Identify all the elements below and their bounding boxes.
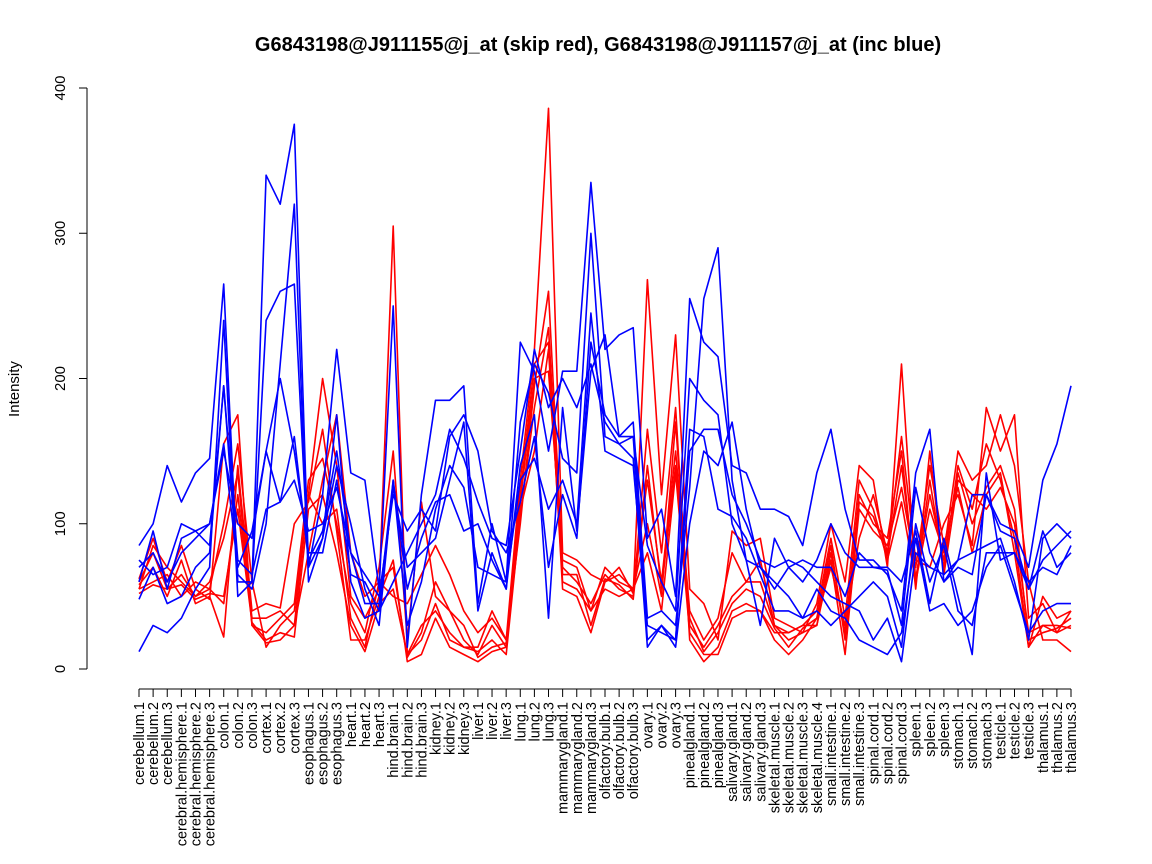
x-tick-label: lung.2 <box>527 702 543 742</box>
x-tick-label: heart.1 <box>344 702 360 747</box>
x-tick-label: spleen.2 <box>923 702 939 757</box>
x-tick-label: small.intestine.1 <box>824 702 840 806</box>
y-axis: 0 100 200 300 400 <box>52 75 88 673</box>
x-tick-label: heart.2 <box>358 702 374 747</box>
x-tick-label: hind.brain.1 <box>386 702 402 778</box>
series-layer <box>138 107 1072 663</box>
x-tick-label: olfactory.bulb.3 <box>626 702 642 799</box>
y-tick-label: 100 <box>52 511 69 536</box>
x-tick-label: thalamus.3 <box>1064 702 1080 773</box>
series-line-skip <box>138 225 1072 663</box>
y-axis-label: Intensity <box>6 361 23 417</box>
x-tick-label: stomach.2 <box>965 702 981 769</box>
y-tick-label: 200 <box>52 366 69 391</box>
x-tick-label: salivary.gland.2 <box>739 702 755 802</box>
x-tick-label: thalamus.1 <box>1036 702 1052 773</box>
x-tick-label: spleen.1 <box>909 702 925 757</box>
x-tick-label: small.intestine.2 <box>838 702 854 806</box>
x-tick-label: ovary.2 <box>654 702 670 748</box>
x-tick-label: salivary.gland.3 <box>753 702 769 802</box>
x-tick-label: cortex.3 <box>287 702 303 754</box>
x-tick-label: lung.3 <box>542 702 558 742</box>
x-tick-label: skeletal.muscle.1 <box>767 702 783 813</box>
x-tick-label: mammarygland.1 <box>556 702 572 814</box>
x-tick-label: skeletal.muscle.2 <box>782 702 798 813</box>
x-tick-label: cortex.1 <box>259 702 275 754</box>
x-tick-label: spinal.cord.2 <box>880 702 896 784</box>
y-tick-label: 300 <box>52 221 69 246</box>
x-tick-label: cortex.2 <box>273 702 289 754</box>
x-tick-label: salivary.gland.1 <box>725 702 741 802</box>
x-tick-label: colon.2 <box>231 702 247 749</box>
x-tick-label: skeletal.muscle.4 <box>810 702 826 813</box>
x-tick-label: testicle.3 <box>1022 702 1038 759</box>
x-tick-label: thalamus.2 <box>1050 702 1066 773</box>
x-tick-label: cerebellum.2 <box>146 702 162 785</box>
x-tick-label: spinal.cord.1 <box>866 702 882 784</box>
series-line-inc <box>138 203 1072 627</box>
x-tick-label: olfactory.bulb.2 <box>612 702 628 799</box>
x-tick-label: colon.1 <box>217 702 233 749</box>
x-tick-label: cerebellum.1 <box>132 702 148 785</box>
x-tick-label: liver.1 <box>471 702 487 740</box>
series-line-inc <box>138 247 1072 656</box>
x-tick-label: cerebral.hemisphere.3 <box>203 702 219 846</box>
x-tick-label: kidney.2 <box>443 702 459 755</box>
x-tick-label: hind.brain.3 <box>414 702 430 778</box>
series-line-inc <box>138 283 1071 656</box>
x-tick-label: mammarygland.2 <box>570 702 586 814</box>
x-tick-label: pinealgland.2 <box>697 702 713 788</box>
x-tick-label: ovary.3 <box>669 702 685 748</box>
x-tick-label: cerebral.hemisphere.2 <box>188 702 204 846</box>
x-tick-label: esophagus.1 <box>301 702 317 785</box>
x-tick-label: liver.2 <box>485 702 501 740</box>
x-axis: cerebellum.1cerebellum.2cerebellum.3cere… <box>132 688 1080 846</box>
x-tick-label: colon.3 <box>245 702 261 749</box>
x-tick-label: cerebellum.3 <box>160 702 176 785</box>
x-tick-label: lung.1 <box>513 702 529 742</box>
x-tick-label: olfactory.bulb.1 <box>598 702 614 799</box>
x-tick-label: heart.3 <box>372 702 388 747</box>
x-tick-label: liver.3 <box>499 702 515 740</box>
x-tick-label: esophagus.2 <box>316 702 332 785</box>
x-tick-label: testicle.2 <box>1008 702 1024 759</box>
x-tick-label: hind.brain.2 <box>400 702 416 778</box>
series-line-skip <box>138 326 1072 656</box>
x-tick-label: cerebral.hemisphere.1 <box>174 702 190 846</box>
series-line-inc <box>138 123 1072 649</box>
x-tick-label: esophagus.3 <box>330 702 346 785</box>
x-tick-label: skeletal.muscle.3 <box>796 702 812 813</box>
y-tick-label: 400 <box>52 75 69 100</box>
x-tick-label: pinealgland.1 <box>683 702 699 788</box>
series-line-inc <box>138 348 1072 663</box>
x-tick-label: stomach.3 <box>979 702 995 769</box>
y-tick-label: 0 <box>52 665 69 673</box>
series-line-skip <box>138 370 1072 659</box>
x-tick-label: mammarygland.3 <box>584 702 600 814</box>
series-line-inc <box>138 341 1072 649</box>
x-tick-label: kidney.1 <box>429 702 445 755</box>
x-tick-label: stomach.1 <box>951 702 967 769</box>
x-tick-label: spleen.3 <box>937 702 953 757</box>
series-line-skip <box>138 341 1072 663</box>
chart-title: G6843198@J911155@j_at (skip red), G68431… <box>255 34 941 56</box>
x-tick-label: pinealgland.3 <box>711 702 727 788</box>
x-tick-label: ovary.1 <box>640 702 656 748</box>
x-tick-label: testicle.1 <box>993 702 1009 759</box>
x-tick-label: kidney.3 <box>457 702 473 755</box>
x-tick-label: spinal.cord.3 <box>895 702 911 784</box>
x-tick-label: small.intestine.3 <box>852 702 868 806</box>
